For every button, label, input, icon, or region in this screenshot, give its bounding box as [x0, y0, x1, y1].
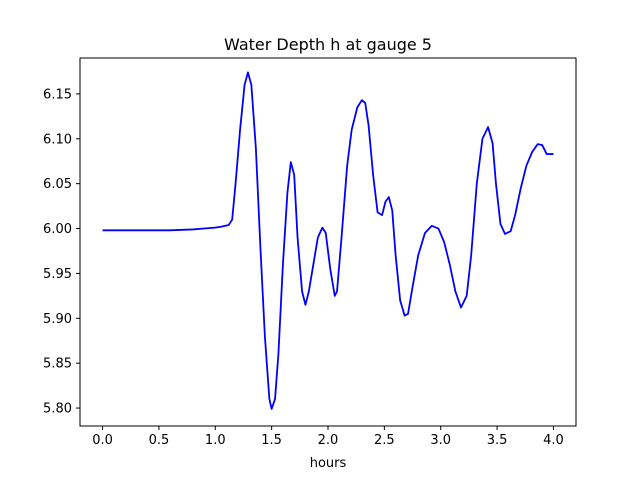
plot-area: 0.0 0.5 1.0 1.5 2.0 2.5 3.0 3.5 4.0 5.80 5.85 5.90 5…	[43, 57, 577, 448]
y-tick-label-7: 6.15	[43, 87, 72, 102]
series-line-0	[102, 71, 554, 410]
chart-title: Water Depth h at gauge 5	[224, 35, 432, 54]
y-tick-label-0: 5.80	[43, 402, 72, 417]
x-tick-label-8: 4.0	[543, 433, 564, 448]
y-tick-label-1: 5.85	[43, 357, 72, 372]
x-axis-label: hours	[310, 456, 347, 471]
y-tick-label-6: 6.10	[43, 132, 72, 147]
x-tick-label-5: 2.5	[374, 433, 395, 448]
x-tick-label-1: 0.5	[149, 433, 170, 448]
x-tick-label-0: 0.0	[92, 433, 113, 448]
x-tick-label-6: 3.0	[430, 433, 451, 448]
x-tick-label-7: 3.5	[487, 433, 508, 448]
y-tick-label-3: 5.95	[43, 267, 72, 282]
x-tick-label-4: 2.0	[318, 433, 339, 448]
y-tick-label-4: 6.00	[43, 222, 72, 237]
x-tick-label-3: 1.5	[261, 433, 282, 448]
y-tick-label-5: 6.05	[43, 177, 72, 192]
y-tick-label-2: 5.90	[43, 312, 72, 327]
x-tick-label-2: 1.0	[205, 433, 226, 448]
